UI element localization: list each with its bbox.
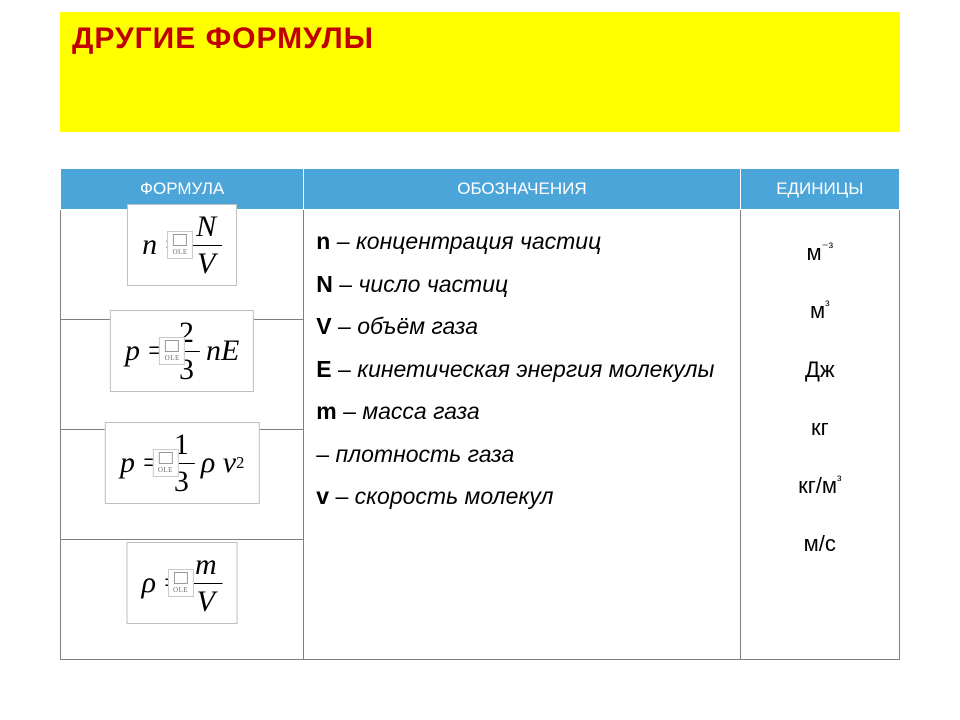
title-band: ДРУГИЕ ФОРМУЛЫ	[60, 12, 900, 132]
fraction: N V	[190, 211, 222, 279]
desc-text: скорость молекул	[355, 483, 554, 509]
unit-exp: ⁻³	[822, 240, 833, 255]
unit-line: кг/м³	[745, 457, 895, 515]
formula-cell-1: n = N V OLE	[61, 210, 304, 320]
ole-object-icon: OLE	[152, 449, 178, 477]
units-cell: м⁻³ м³ Дж кг кг/м³ м/с	[740, 210, 899, 660]
desc-symbol: n	[316, 228, 330, 254]
v-symbol: v	[223, 446, 236, 480]
desc-text: объём газа	[357, 313, 478, 339]
numerator: m	[189, 549, 223, 581]
unit-line: Дж	[745, 341, 895, 399]
formula-box: p = 2 3 nE OLE	[110, 310, 254, 392]
desc-symbol: v	[316, 483, 329, 509]
desc-text: кинетическая энергия молекулы	[357, 356, 714, 382]
desc-symbol: m	[316, 398, 336, 424]
header-desc: ОБОЗНАЧЕНИЯ	[304, 169, 740, 210]
spacer	[60, 132, 900, 168]
unit-base: м	[810, 298, 825, 323]
desc-text: масса газа	[362, 398, 479, 424]
unit-line: м³	[745, 282, 895, 340]
formula-rhs: ρ v2	[201, 446, 244, 480]
formula-cell-3: p = 1 3 ρ v2 OLE	[61, 430, 304, 540]
desc-sep: –	[330, 228, 356, 254]
formula-box: n = N V OLE	[127, 204, 237, 286]
desc-line: N – число частиц	[316, 263, 729, 306]
desc-line: v – скорость молекул	[316, 475, 729, 518]
desc-text: число частиц	[359, 271, 509, 297]
unit-exp: ³	[837, 473, 841, 488]
desc-text: плотность газа	[335, 441, 514, 467]
desc-line: V – объём газа	[316, 305, 729, 348]
header-units: ЕДИНИЦЫ	[740, 169, 899, 210]
rho-symbol: ρ	[201, 446, 215, 480]
ole-label: OLE	[158, 466, 173, 474]
desc-line: n – концентрация частиц	[316, 220, 729, 263]
unit-base: кг/м	[798, 473, 837, 498]
fraction: m V	[189, 549, 223, 617]
slide: ДРУГИЕ ФОРМУЛЫ ФОРМУЛА ОБОЗНАЧЕНИЯ ЕДИНИ…	[0, 0, 960, 660]
desc-sep: –	[316, 441, 335, 467]
formula-box: p = 1 3 ρ v2 OLE	[105, 422, 259, 504]
formula-lhs: p	[120, 446, 135, 480]
ole-label: OLE	[173, 586, 188, 594]
desc-line: m – масса газа	[316, 390, 729, 433]
desc-symbol: E	[316, 356, 331, 382]
numerator: N	[190, 211, 222, 243]
unit-line: м⁻³	[745, 224, 895, 282]
formulas-table: ФОРМУЛА ОБОЗНАЧЕНИЯ ЕДИНИЦЫ n = N V	[60, 168, 900, 660]
unit-line: м/с	[745, 515, 895, 573]
ole-object-icon: OLE	[168, 569, 194, 597]
page-title: ДРУГИЕ ФОРМУЛЫ	[72, 22, 888, 56]
exponent: 2	[236, 453, 244, 473]
formula-box: ρ = m V OLE	[127, 542, 238, 624]
ole-label: OLE	[172, 248, 187, 256]
ole-object-icon: OLE	[167, 231, 193, 259]
formula-cell-4: ρ = m V OLE	[61, 540, 304, 660]
fraction-bar	[189, 583, 223, 584]
denominator: V	[191, 586, 221, 618]
desc-sep: –	[332, 313, 358, 339]
desc-sep: –	[329, 483, 355, 509]
description-cell: n – концентрация частиц N – число частиц…	[304, 210, 740, 660]
unit-exp: ³	[825, 298, 829, 313]
desc-sep: –	[332, 356, 358, 382]
formula-cell-2: p = 2 3 nE OLE	[61, 320, 304, 430]
desc-text: концентрация частиц	[356, 228, 601, 254]
desc-line: – плотность газа	[316, 433, 729, 476]
desc-sep: –	[337, 398, 363, 424]
table-row: n = N V OLE n – к	[61, 210, 900, 320]
desc-sep: –	[333, 271, 359, 297]
denominator: V	[191, 248, 221, 280]
formula-lhs: p	[125, 334, 140, 368]
desc-symbol: N	[316, 271, 333, 297]
desc-symbol: V	[316, 313, 331, 339]
ole-label: OLE	[165, 354, 180, 362]
formula-lhs: ρ	[142, 566, 156, 600]
formula-rhs: nE	[206, 334, 239, 368]
formula-lhs: n	[142, 228, 157, 262]
unit-base: м	[807, 240, 822, 265]
unit-line: кг	[745, 399, 895, 457]
ole-object-icon: OLE	[159, 337, 185, 365]
fraction-bar	[190, 245, 222, 246]
desc-line: E – кинетическая энергия молекулы	[316, 348, 729, 391]
